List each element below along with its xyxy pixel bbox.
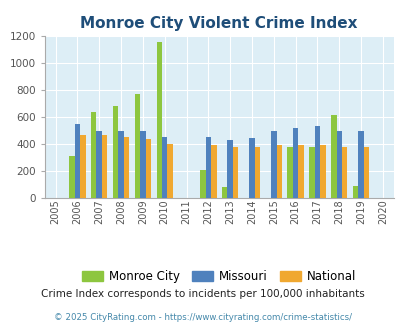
Bar <box>363 148 369 198</box>
Bar <box>298 145 303 198</box>
Bar <box>200 170 205 198</box>
Bar <box>118 131 124 198</box>
Bar <box>102 135 107 198</box>
Bar <box>254 147 260 198</box>
Bar <box>156 42 162 198</box>
Bar <box>358 131 363 198</box>
Bar <box>222 187 227 198</box>
Text: Crime Index corresponds to incidents per 100,000 inhabitants: Crime Index corresponds to incidents per… <box>41 289 364 299</box>
Bar <box>336 131 341 198</box>
Bar <box>271 131 276 198</box>
Bar <box>330 115 336 198</box>
Bar <box>227 140 232 198</box>
Bar <box>75 124 80 198</box>
Bar <box>113 106 118 198</box>
Bar <box>352 186 358 198</box>
Bar <box>145 139 151 198</box>
Bar <box>341 147 347 198</box>
Bar <box>314 126 320 198</box>
Bar <box>320 145 325 198</box>
Bar <box>80 135 85 198</box>
Bar <box>91 113 96 198</box>
Bar <box>140 131 145 198</box>
Text: © 2025 CityRating.com - https://www.cityrating.com/crime-statistics/: © 2025 CityRating.com - https://www.city… <box>54 313 351 322</box>
Bar <box>96 131 102 198</box>
Bar <box>211 146 216 198</box>
Legend: Monroe City, Missouri, National: Monroe City, Missouri, National <box>77 265 360 288</box>
Bar <box>309 148 314 198</box>
Bar <box>276 146 281 198</box>
Bar <box>232 148 238 198</box>
Bar <box>287 148 292 198</box>
Bar <box>162 137 167 198</box>
Bar <box>292 128 298 198</box>
Bar <box>134 94 140 198</box>
Bar <box>124 137 129 198</box>
Bar <box>249 138 254 198</box>
Title: Monroe City Violent Crime Index: Monroe City Violent Crime Index <box>80 16 357 31</box>
Bar <box>167 144 173 198</box>
Bar <box>205 137 211 198</box>
Bar <box>69 156 75 198</box>
